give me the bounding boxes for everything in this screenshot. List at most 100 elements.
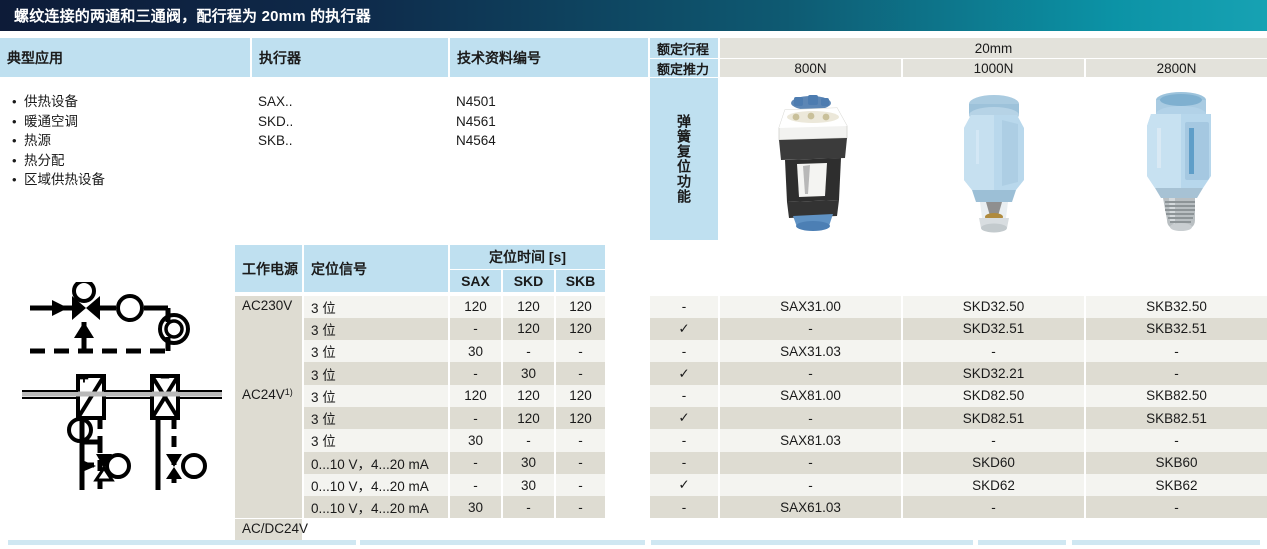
cell-text: -: [991, 499, 996, 515]
valve-schematic-icon: + –: [22, 279, 222, 490]
cell-running-time-skd: 30: [503, 451, 554, 474]
cell-text: -: [808, 455, 813, 471]
cell-running-time-skb: -: [556, 473, 605, 497]
product-photo-sax: [720, 78, 901, 240]
cell-text: -: [473, 477, 478, 493]
cell-type-2800n: -: [1086, 362, 1267, 385]
cell-text: 30: [467, 499, 484, 515]
cell-type-800n: -: [720, 451, 901, 474]
cell-type-2800n: SKB60: [1086, 451, 1267, 474]
cell-signal: 3 位: [304, 362, 448, 385]
svg-text:+: +: [79, 369, 89, 388]
cell-text: SKB82.51: [1146, 410, 1207, 426]
cell-text: 120: [517, 388, 540, 404]
product-photo-skd: [903, 78, 1084, 240]
cell-text: SAX81.03: [780, 432, 841, 448]
cell-text: -: [681, 343, 687, 359]
cell-text: 3 位: [311, 300, 336, 316]
cell-text: -: [473, 455, 478, 471]
cell-text: 30: [520, 455, 537, 471]
cell-running-time-skd: 120: [503, 407, 554, 430]
cell-text: -: [578, 432, 583, 448]
cell-text: -: [1174, 432, 1179, 448]
cell-running-time-skb: 120: [556, 384, 605, 407]
list-item: 区域供热设备: [12, 170, 248, 190]
cell-text: -: [473, 410, 478, 426]
subtable-header-skd: SKD: [503, 270, 554, 292]
cell-type-2800n: SKB62: [1086, 473, 1267, 497]
stroke-value-header: 20mm: [720, 38, 1267, 58]
cell-type-1000n: -: [903, 429, 1084, 452]
cell-text: -: [681, 388, 687, 404]
cell-spring-return: -: [650, 295, 718, 318]
cell-text: 3 位: [311, 322, 336, 338]
cell-type-1000n: SKD60: [903, 451, 1084, 474]
cell-text: 120: [569, 299, 592, 315]
doc-number-list: N4501 N4561 N4564: [456, 92, 496, 151]
cell-running-time-sax: 120: [450, 384, 501, 407]
cell-type-800n: -: [720, 407, 901, 430]
cell-running-time-sax: -: [450, 473, 501, 497]
cell-text: -: [526, 432, 531, 448]
cell-text: -: [808, 366, 813, 382]
cell-type-2800n: -: [1086, 496, 1267, 519]
footer-strip-segment: [360, 540, 645, 545]
cell-running-time-skb: 120: [556, 317, 605, 341]
actuator-family-list: SAX.. SKD.. SKB..: [258, 92, 293, 151]
cell-text: SKB32.51: [1146, 321, 1207, 337]
cell-type-1000n: SKD32.21: [903, 362, 1084, 385]
cell-text: -: [1174, 499, 1179, 515]
cell-text: -: [1174, 343, 1179, 359]
cell-text: -: [473, 321, 478, 337]
cell-text: -: [526, 343, 531, 359]
cell-text: -: [473, 366, 478, 382]
cell-text: -: [681, 499, 687, 515]
cell-running-time-skd: -: [503, 340, 554, 363]
cell-text: SAX31.00: [780, 299, 841, 315]
cell-text: SKB32.50: [1146, 299, 1207, 315]
cell-text: SKB60: [1155, 455, 1198, 471]
actuator-skb-image: [1146, 92, 1211, 231]
typical-applications-list: 供热设备 暖通空调 热源 热分配 区域供热设备: [10, 92, 248, 190]
cell-type-800n: SAX61.03: [720, 496, 901, 519]
cell-type-2800n: SKB82.51: [1086, 407, 1267, 430]
voltage-label: AC230V: [242, 297, 293, 313]
check-icon: ✓: [678, 365, 690, 381]
cell-running-time-sax: -: [450, 362, 501, 385]
cell-text: 120: [517, 321, 540, 337]
cell-spring-return: ✓: [650, 362, 718, 385]
cell-text: SAX61.03: [780, 499, 841, 515]
list-item: 热分配: [12, 151, 248, 171]
cell-text: 3 位: [311, 367, 336, 383]
cell-signal: 3 位: [304, 340, 448, 363]
cell-text: 0...10 V，4...20 mA: [311, 479, 429, 495]
cell-type-800n: SAX31.00: [720, 295, 901, 318]
subtable-header-signal: 定位信号: [304, 245, 448, 292]
column-header-rated-force: 额定推力: [650, 59, 718, 77]
hydraulic-schematic-diagram: + –: [22, 279, 222, 513]
cell-spring-return: -: [650, 340, 718, 363]
cell-type-800n: -: [720, 473, 901, 497]
column-header-rated-stroke: 额定行程: [650, 38, 718, 58]
cell-type-1000n: -: [903, 340, 1084, 363]
product-photo-skb: [1086, 78, 1267, 240]
cell-text: -: [578, 343, 583, 359]
cell-text: 120: [464, 299, 487, 315]
cell-running-time-sax: -: [450, 451, 501, 474]
cell-text: 3 位: [311, 345, 336, 361]
cell-type-2800n: -: [1086, 429, 1267, 452]
cell-type-2800n: SKB32.51: [1086, 317, 1267, 341]
cell-spring-return: ✓: [650, 407, 718, 430]
cell-running-time-skd: 120: [503, 317, 554, 341]
cell-running-time-sax: -: [450, 407, 501, 430]
list-item: 暖通空调: [12, 112, 248, 132]
applications-ul: 供热设备 暖通空调 热源 热分配 区域供热设备: [10, 92, 248, 190]
cell-running-time-skd: 30: [503, 362, 554, 385]
subtable-header-running-time: 定位时间 [s]: [450, 245, 605, 269]
cell-running-time-sax: 30: [450, 429, 501, 452]
cell-signal: 0...10 V，4...20 mA: [304, 451, 448, 474]
actuator-sax-image: [778, 95, 847, 231]
cell-running-time-skb: -: [556, 362, 605, 385]
cell-text: 120: [569, 321, 592, 337]
cell-running-time-skb: -: [556, 340, 605, 363]
